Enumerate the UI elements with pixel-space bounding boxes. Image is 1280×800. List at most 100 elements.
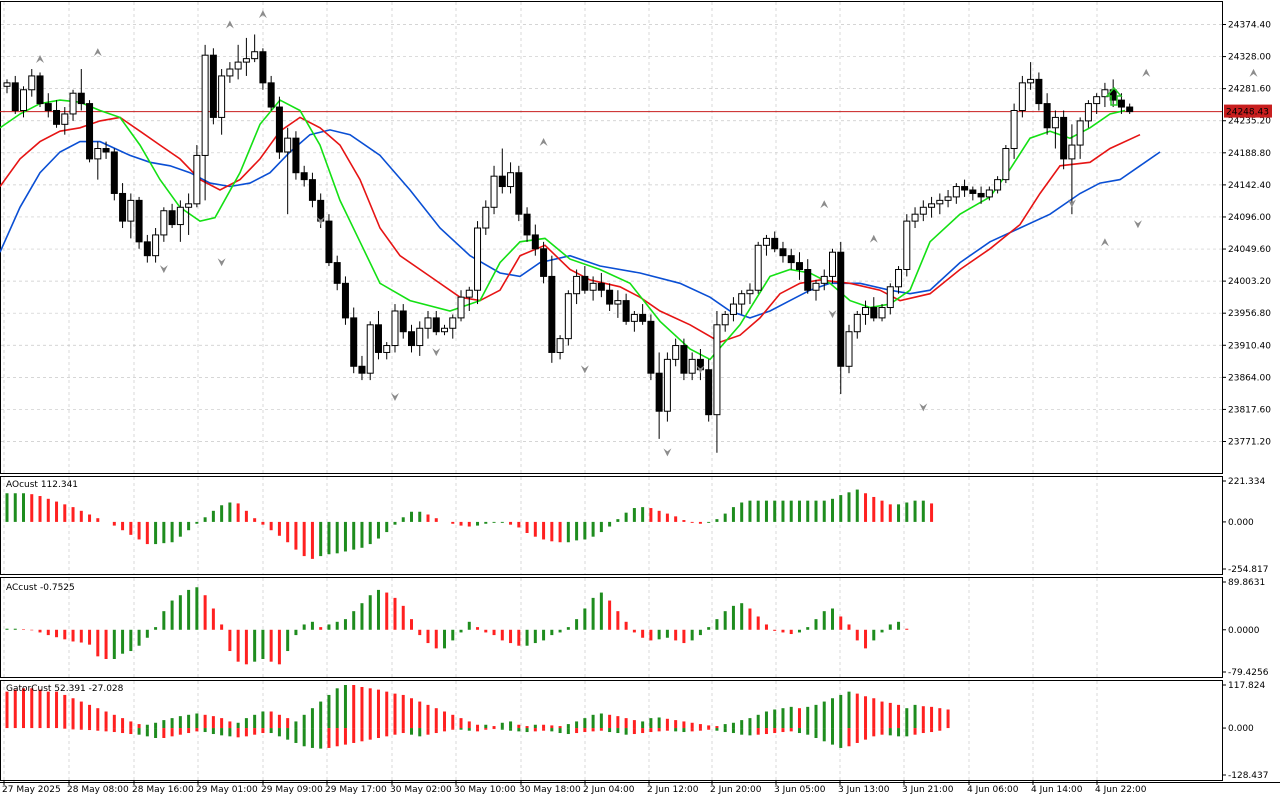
candle[interactable]: [407, 324, 415, 353]
candle[interactable]: [845, 324, 853, 374]
candle[interactable]: [804, 259, 812, 294]
candle[interactable]: [374, 310, 382, 360]
candle[interactable]: [1060, 110, 1068, 170]
candle[interactable]: [110, 148, 118, 201]
candle[interactable]: [416, 321, 424, 356]
candle[interactable]: [952, 183, 960, 204]
gatorcust-pane[interactable]: [5, 685, 950, 749]
candle[interactable]: [341, 276, 349, 325]
candle[interactable]: [771, 231, 779, 253]
candle[interactable]: [622, 293, 630, 325]
candle[interactable]: [358, 355, 366, 381]
candle[interactable]: [218, 69, 226, 135]
candle[interactable]: [267, 75, 275, 111]
candle[interactable]: [1093, 93, 1101, 114]
candle[interactable]: [86, 100, 94, 163]
candle[interactable]: [878, 304, 886, 322]
candle[interactable]: [193, 145, 201, 208]
candle[interactable]: [465, 286, 473, 311]
aocust-pane[interactable]: [5, 489, 934, 559]
candle[interactable]: [969, 186, 977, 201]
candle[interactable]: [820, 269, 828, 291]
candle[interactable]: [1002, 145, 1010, 184]
candle[interactable]: [985, 186, 993, 201]
candle[interactable]: [1035, 72, 1043, 111]
candle[interactable]: [556, 335, 564, 360]
candle[interactable]: [597, 272, 605, 298]
candle[interactable]: [259, 48, 267, 90]
candle[interactable]: [234, 44, 242, 80]
candle[interactable]: [540, 241, 548, 284]
candle[interactable]: [977, 186, 985, 204]
candle[interactable]: [94, 141, 102, 180]
candle[interactable]: [160, 207, 168, 242]
candle[interactable]: [1018, 75, 1026, 118]
candle[interactable]: [729, 297, 737, 322]
candle[interactable]: [705, 359, 713, 422]
candle[interactable]: [457, 290, 465, 322]
candle[interactable]: [482, 200, 490, 235]
candle[interactable]: [564, 290, 572, 346]
candle[interactable]: [994, 176, 1002, 194]
candle[interactable]: [663, 352, 671, 422]
candle[interactable]: [391, 304, 399, 353]
candle[interactable]: [829, 248, 836, 284]
candle[interactable]: [630, 310, 638, 332]
candle[interactable]: [647, 314, 655, 381]
candle[interactable]: [490, 165, 498, 215]
candle[interactable]: [209, 48, 217, 125]
candle[interactable]: [185, 193, 193, 235]
accust-pane[interactable]: [5, 587, 909, 665]
candle[interactable]: [581, 266, 589, 294]
candle[interactable]: [548, 255, 556, 363]
candle[interactable]: [672, 338, 680, 367]
candle[interactable]: [20, 86, 28, 118]
candle[interactable]: [399, 304, 407, 339]
candle[interactable]: [1027, 62, 1035, 90]
candle[interactable]: [498, 148, 506, 194]
candle[interactable]: [44, 93, 52, 118]
candle[interactable]: [655, 352, 663, 439]
candle[interactable]: [870, 297, 878, 322]
candle[interactable]: [432, 310, 440, 336]
candle[interactable]: [787, 248, 795, 270]
candle[interactable]: [11, 75, 19, 114]
candle[interactable]: [853, 310, 861, 339]
candle[interactable]: [251, 34, 259, 63]
candle[interactable]: [1068, 124, 1076, 215]
candle[interactable]: [1126, 103, 1134, 114]
candle[interactable]: [102, 141, 110, 159]
candle[interactable]: [77, 69, 85, 111]
candle[interactable]: [308, 172, 316, 208]
candle[interactable]: [424, 310, 432, 339]
candle[interactable]: [680, 338, 688, 381]
candle[interactable]: [152, 228, 160, 263]
candle[interactable]: [523, 207, 531, 242]
candle[interactable]: [176, 200, 184, 242]
price-pane[interactable]: [0, 10, 1280, 457]
candle[interactable]: [143, 234, 151, 263]
candle[interactable]: [812, 279, 820, 301]
candle[interactable]: [127, 193, 135, 239]
candle[interactable]: [242, 37, 250, 76]
candle[interactable]: [515, 165, 523, 222]
candle[interactable]: [333, 255, 341, 291]
candle[interactable]: [837, 241, 845, 394]
candle[interactable]: [366, 321, 374, 381]
candle[interactable]: [325, 214, 333, 267]
candle[interactable]: [275, 96, 283, 159]
candle[interactable]: [1076, 117, 1084, 159]
candle[interactable]: [606, 283, 614, 311]
candle[interactable]: [201, 44, 209, 201]
candle[interactable]: [713, 310, 721, 453]
candle[interactable]: [738, 290, 746, 315]
candle[interactable]: [721, 310, 729, 332]
candle[interactable]: [135, 196, 143, 249]
candle[interactable]: [589, 276, 597, 301]
candle[interactable]: [614, 290, 622, 318]
candle[interactable]: [53, 100, 61, 128]
candle[interactable]: [639, 304, 647, 325]
candle[interactable]: [449, 314, 457, 339]
candle[interactable]: [28, 69, 36, 97]
